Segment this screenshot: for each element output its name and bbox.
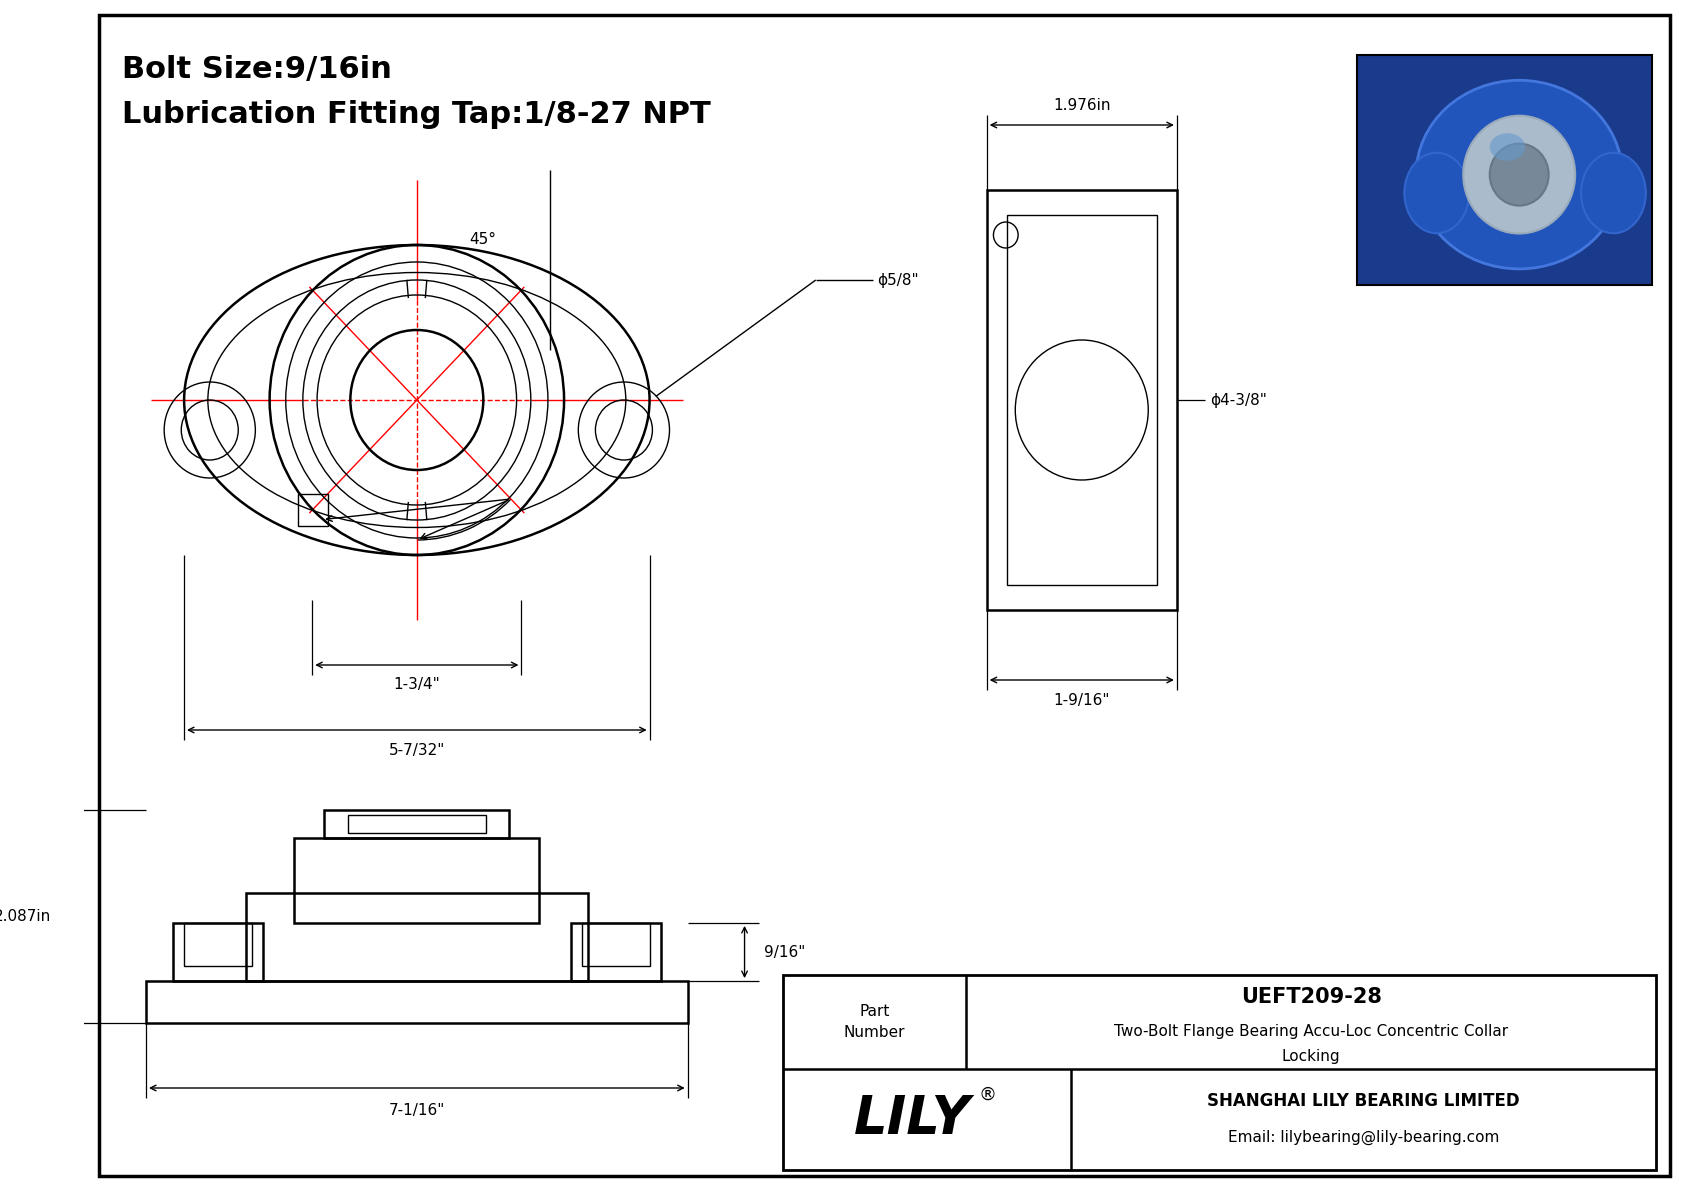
Text: Locking: Locking [1282, 1049, 1340, 1065]
Text: 7-1/16": 7-1/16" [389, 1103, 445, 1117]
Text: LILY: LILY [854, 1093, 972, 1146]
Bar [1357, 55, 1652, 285]
Ellipse shape [1581, 152, 1645, 233]
Text: 1.976in: 1.976in [1052, 98, 1110, 112]
Bar [173, 923, 263, 981]
Bar [583, 923, 650, 966]
Ellipse shape [1416, 80, 1622, 269]
Text: SHANGHAI LILY BEARING LIMITED: SHANGHAI LILY BEARING LIMITED [1207, 1092, 1521, 1110]
Text: 45°: 45° [470, 232, 497, 248]
Text: Lubrication Fitting Tap:1/8-27 NPT: Lubrication Fitting Tap:1/8-27 NPT [123, 100, 711, 129]
Text: 9/16": 9/16" [763, 944, 805, 960]
Text: ϕ4-3/8": ϕ4-3/8" [1211, 393, 1266, 407]
Text: Part
Number: Part Number [844, 1004, 904, 1040]
Text: 5-7/32": 5-7/32" [389, 742, 445, 757]
Text: UEFT209-28: UEFT209-28 [1241, 987, 1381, 1006]
Bar [571, 923, 660, 981]
Text: 2.087in: 2.087in [0, 909, 51, 924]
Bar [246, 893, 588, 981]
Ellipse shape [1404, 152, 1468, 233]
Bar [184, 923, 251, 966]
Text: 1-9/16": 1-9/16" [1054, 692, 1110, 707]
Text: Two-Bolt Flange Bearing Accu-Loc Concentric Collar: Two-Bolt Flange Bearing Accu-Loc Concent… [1115, 1024, 1509, 1040]
Text: ϕ5/8": ϕ5/8" [877, 273, 919, 287]
Bar [783, 975, 1657, 1170]
Circle shape [1463, 116, 1575, 233]
Bar [147, 981, 687, 1023]
Circle shape [1490, 144, 1549, 206]
Bar [987, 191, 1177, 610]
Bar [325, 810, 510, 838]
Bar [295, 838, 539, 923]
Text: ®: ® [978, 1085, 997, 1103]
Text: Email: lilybearing@lily-bearing.com: Email: lilybearing@lily-bearing.com [1228, 1130, 1499, 1145]
Ellipse shape [1490, 133, 1526, 161]
Text: Bolt Size:9/16in: Bolt Size:9/16in [123, 55, 392, 85]
Bar [349, 815, 485, 833]
Text: 1-3/4": 1-3/4" [394, 678, 440, 692]
Bar [1007, 216, 1157, 585]
